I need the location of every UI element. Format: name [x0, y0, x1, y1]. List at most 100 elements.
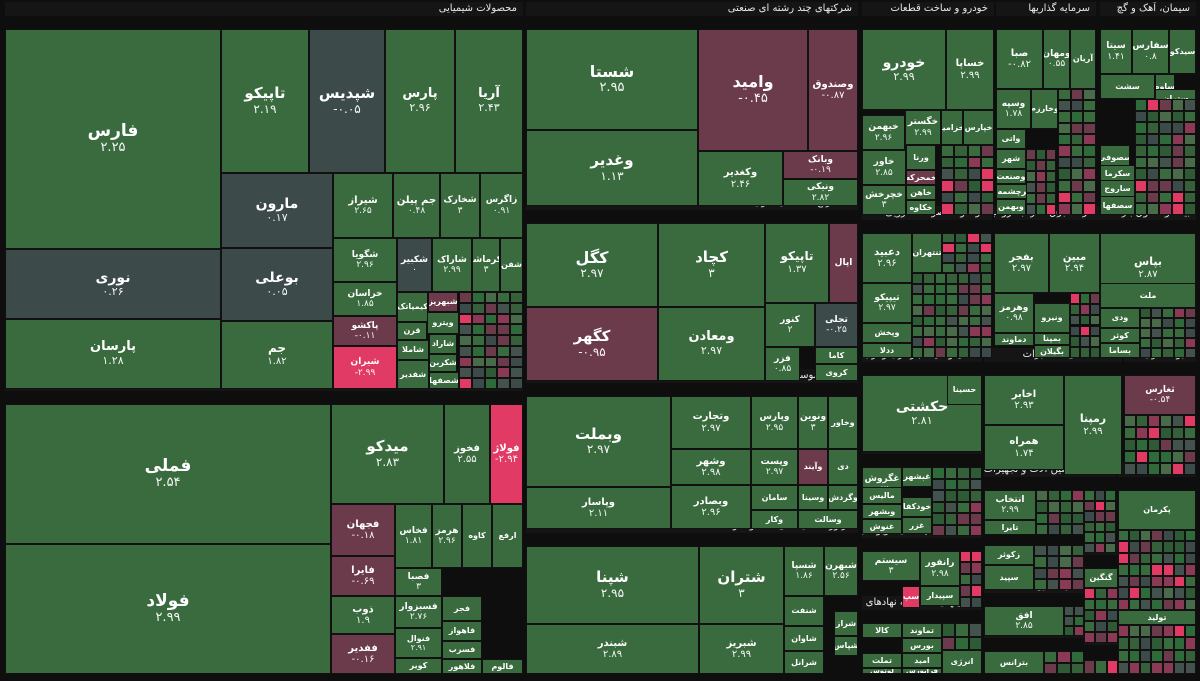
tile-sfars[interactable]: سفارس ۰.۸	[1132, 29, 1169, 74]
mini-cell[interactable]	[934, 273, 947, 284]
mini-cell[interactable]	[1140, 637, 1152, 650]
mini-cell[interactable]	[471, 302, 485, 314]
mini-cell[interactable]	[1173, 564, 1185, 576]
mini-cell[interactable]	[946, 273, 958, 284]
mini-cell[interactable]	[954, 168, 968, 180]
tile-sesht[interactable]: سشت	[1100, 74, 1155, 99]
mini-cell[interactable]	[1026, 204, 1036, 215]
mini-cell[interactable]	[1129, 530, 1141, 542]
mini-cell[interactable]	[1046, 204, 1056, 215]
tile-farabors[interactable]: فرابورس	[902, 668, 942, 674]
tile-khgostar[interactable]: خگستر ۲.۹۹	[905, 110, 941, 145]
mini-cell[interactable]	[1147, 133, 1160, 145]
mini-cell[interactable]	[944, 490, 957, 502]
mini-cell[interactable]	[1095, 599, 1107, 610]
mini-cell[interactable]	[1148, 439, 1160, 451]
mini-cell[interactable]	[980, 336, 992, 348]
mini-cell[interactable]	[1070, 133, 1084, 145]
mini-cell[interactable]	[1070, 122, 1084, 134]
mini-cell[interactable]	[471, 324, 485, 336]
mini-cell[interactable]	[1159, 191, 1172, 204]
tile-vpasar[interactable]: وپاسار ۲.۱۱	[526, 487, 671, 529]
tile-fsarma[interactable]: فسرب	[442, 641, 482, 659]
mini-cell[interactable]	[1046, 182, 1056, 193]
tile-midco[interactable]: میدکو ۲.۸۳	[331, 404, 444, 504]
mini-cell[interactable]	[1135, 156, 1148, 169]
mini-cell[interactable]	[1059, 578, 1072, 590]
tile-vbshahr[interactable]: وبشهر	[862, 504, 902, 519]
mini-cell[interactable]	[1084, 610, 1096, 621]
mini-cell[interactable]	[484, 378, 498, 389]
mini-cell[interactable]	[1140, 530, 1152, 542]
tile-shbandar[interactable]: شبندر ۲.۸۹	[526, 624, 699, 674]
tile-pkerman[interactable]: پکرمان	[1118, 490, 1196, 530]
mini-cell[interactable]	[946, 326, 958, 337]
mini-cell[interactable]	[1151, 661, 1163, 674]
tile-vsaderat[interactable]: وبصادر ۲.۹۶	[671, 485, 751, 529]
tile-zagros[interactable]: زاگرس ۰.۹۱	[480, 173, 523, 238]
mini-cell[interactable]	[1173, 598, 1185, 610]
mini-cell[interactable]	[1171, 156, 1184, 169]
mini-cell[interactable]	[1135, 203, 1148, 215]
tile-afagh[interactable]: افق ۲.۸۵	[984, 606, 1064, 636]
mini-cell[interactable]	[1046, 578, 1059, 590]
mini-cell[interactable]	[1080, 325, 1090, 337]
mini-cell[interactable]	[1060, 523, 1072, 535]
mini-cell[interactable]	[471, 367, 485, 379]
mini-cell[interactable]	[932, 501, 945, 513]
mini-cell[interactable]	[1151, 637, 1163, 650]
mini-cell[interactable]	[1184, 338, 1196, 348]
mini-cell[interactable]	[954, 253, 967, 263]
mini-cell[interactable]	[1036, 501, 1048, 513]
tile-taira[interactable]: تایرا	[984, 520, 1036, 535]
mini-cell[interactable]	[960, 573, 971, 586]
mini-cell[interactable]	[1070, 180, 1084, 192]
tile-fazar[interactable]: فزر ۰.۸۵	[765, 347, 800, 381]
mini-cell[interactable]	[497, 356, 511, 368]
mini-cell[interactable]	[1036, 182, 1046, 193]
mini-cell[interactable]	[1058, 180, 1071, 192]
tile-vshahr[interactable]: وشهر ۲.۹۸	[671, 449, 751, 485]
mini-cell[interactable]	[941, 203, 955, 215]
mini-cell[interactable]	[923, 336, 935, 348]
mini-cell[interactable]	[942, 263, 955, 273]
mini-cell[interactable]	[923, 294, 935, 305]
tile-sidko[interactable]: سیدکو	[1169, 29, 1196, 74]
tile-qaran[interactable]: قرن	[397, 322, 427, 340]
mini-cell[interactable]	[497, 345, 511, 357]
tile-khbahman[interactable]: خبهمن ۲.۹۶	[862, 115, 905, 150]
mini-cell[interactable]	[1173, 338, 1185, 348]
mini-cell[interactable]	[1183, 191, 1196, 204]
tile-vghadir[interactable]: وغدیر ۱.۱۳	[526, 130, 698, 206]
tile-fsaba[interactable]: فصبا ۳	[395, 568, 442, 596]
mini-cell[interactable]	[1147, 168, 1160, 180]
mini-cell[interactable]	[1105, 542, 1116, 553]
mini-cell[interactable]	[1184, 587, 1196, 599]
mini-cell[interactable]	[1129, 575, 1141, 588]
mini-cell[interactable]	[912, 336, 924, 348]
mini-cell[interactable]	[1026, 160, 1036, 171]
tile-tipiko[interactable]: تیپیکو ۲.۹۷	[862, 283, 912, 323]
mini-cell[interactable]	[1060, 501, 1072, 513]
mini-cell[interactable]	[980, 203, 994, 215]
mini-cell[interactable]	[1124, 463, 1136, 475]
mini-cell[interactable]	[923, 326, 935, 337]
tile-fars[interactable]: فارس ۲.۲۵	[5, 29, 221, 249]
mini-cell[interactable]	[1034, 578, 1047, 590]
mini-cell[interactable]	[471, 378, 485, 389]
mini-cell[interactable]	[1048, 512, 1060, 524]
tile-sharaz[interactable]: شراز	[834, 611, 858, 636]
tile-vsapeh[interactable]: وسپه ۱.۷۸	[996, 89, 1031, 129]
mini-cell[interactable]	[1118, 541, 1130, 553]
mini-cell[interactable]	[459, 335, 472, 346]
mini-cell[interactable]	[971, 573, 982, 586]
tile-fooladh[interactable]: فولاژ -۲.۹۴	[490, 404, 523, 504]
mini-cell[interactable]	[1036, 512, 1048, 524]
mini-cell[interactable]	[1162, 649, 1174, 662]
tile-shiran[interactable]: شیران -۲.۹۹	[333, 346, 397, 389]
mini-cell[interactable]	[1159, 180, 1172, 192]
tile-kaveh[interactable]: کاوه	[462, 504, 492, 568]
mini-cell[interactable]	[946, 304, 958, 316]
mini-cell[interactable]	[969, 347, 981, 358]
mini-cell[interactable]	[484, 313, 498, 325]
